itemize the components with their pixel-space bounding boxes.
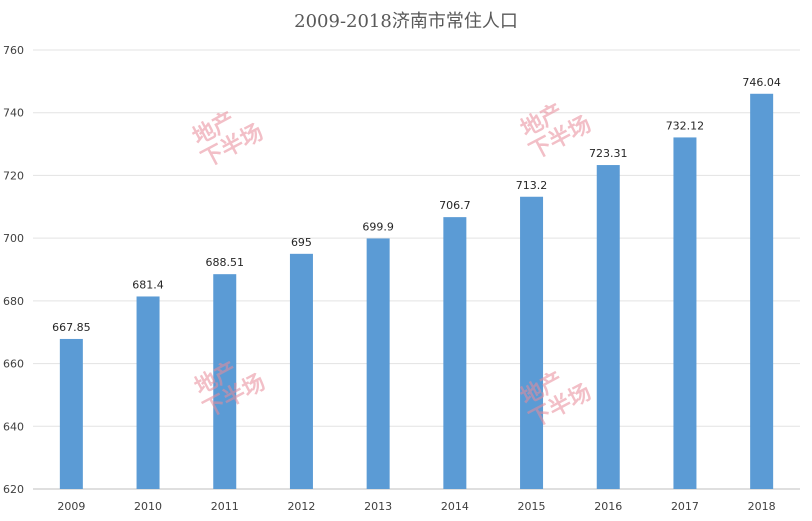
data-label: 746.04 xyxy=(742,76,781,89)
gridlines xyxy=(33,49,800,490)
y-tick-label: 660 xyxy=(3,358,24,371)
data-label: 695 xyxy=(291,236,312,249)
y-tick-label: 680 xyxy=(3,295,24,308)
x-tick-label: 2018 xyxy=(748,500,776,513)
bar xyxy=(366,238,390,489)
bar xyxy=(750,93,774,490)
watermark-2: 地产 下半场 xyxy=(517,100,596,165)
y-tick-label: 640 xyxy=(3,420,24,433)
chart-title: 2009-2018济南市常住人口 xyxy=(294,11,518,32)
data-label: 681.4 xyxy=(132,278,164,291)
bar xyxy=(520,196,544,489)
y-tick-label: 620 xyxy=(3,483,24,496)
data-label: 706.7 xyxy=(439,199,471,212)
x-tick-label: 2009 xyxy=(57,500,85,513)
data-labels: 667.85 681.4 688.51 695 699.9 706.7 713.2 723.3… xyxy=(52,76,781,334)
bar xyxy=(673,137,697,490)
y-tick-label: 720 xyxy=(3,169,24,182)
data-label: 713.2 xyxy=(516,179,548,192)
x-tick-label: 2010 xyxy=(134,500,162,513)
x-tick-label: 2012 xyxy=(287,500,315,513)
bar xyxy=(136,296,160,489)
x-tick-label: 2016 xyxy=(594,500,622,513)
data-label: 699.9 xyxy=(362,220,394,233)
bar xyxy=(443,217,467,489)
x-tick-label: 2015 xyxy=(518,500,546,513)
y-tick-label: 760 xyxy=(3,44,24,57)
x-axis: 2009 2010 2011 2012 2013 2014 2015 2016 2017 2018 xyxy=(57,500,775,513)
y-axis: 620 640 660 680 700 720 740 760 xyxy=(3,44,24,496)
bars xyxy=(59,93,774,490)
y-tick-label: 700 xyxy=(3,232,24,245)
bar xyxy=(59,338,83,489)
x-tick-label: 2013 xyxy=(364,500,392,513)
bar xyxy=(596,165,620,489)
x-tick-label: 2014 xyxy=(441,500,469,513)
data-label: 667.85 xyxy=(52,321,91,334)
y-tick-label: 740 xyxy=(3,107,24,120)
x-tick-label: 2011 xyxy=(211,500,239,513)
data-label: 732.12 xyxy=(666,119,705,132)
x-tick-label: 2017 xyxy=(671,500,699,513)
data-label: 723.31 xyxy=(589,147,628,160)
bar xyxy=(289,253,313,489)
bar xyxy=(213,274,237,489)
data-label: 688.51 xyxy=(206,256,245,269)
